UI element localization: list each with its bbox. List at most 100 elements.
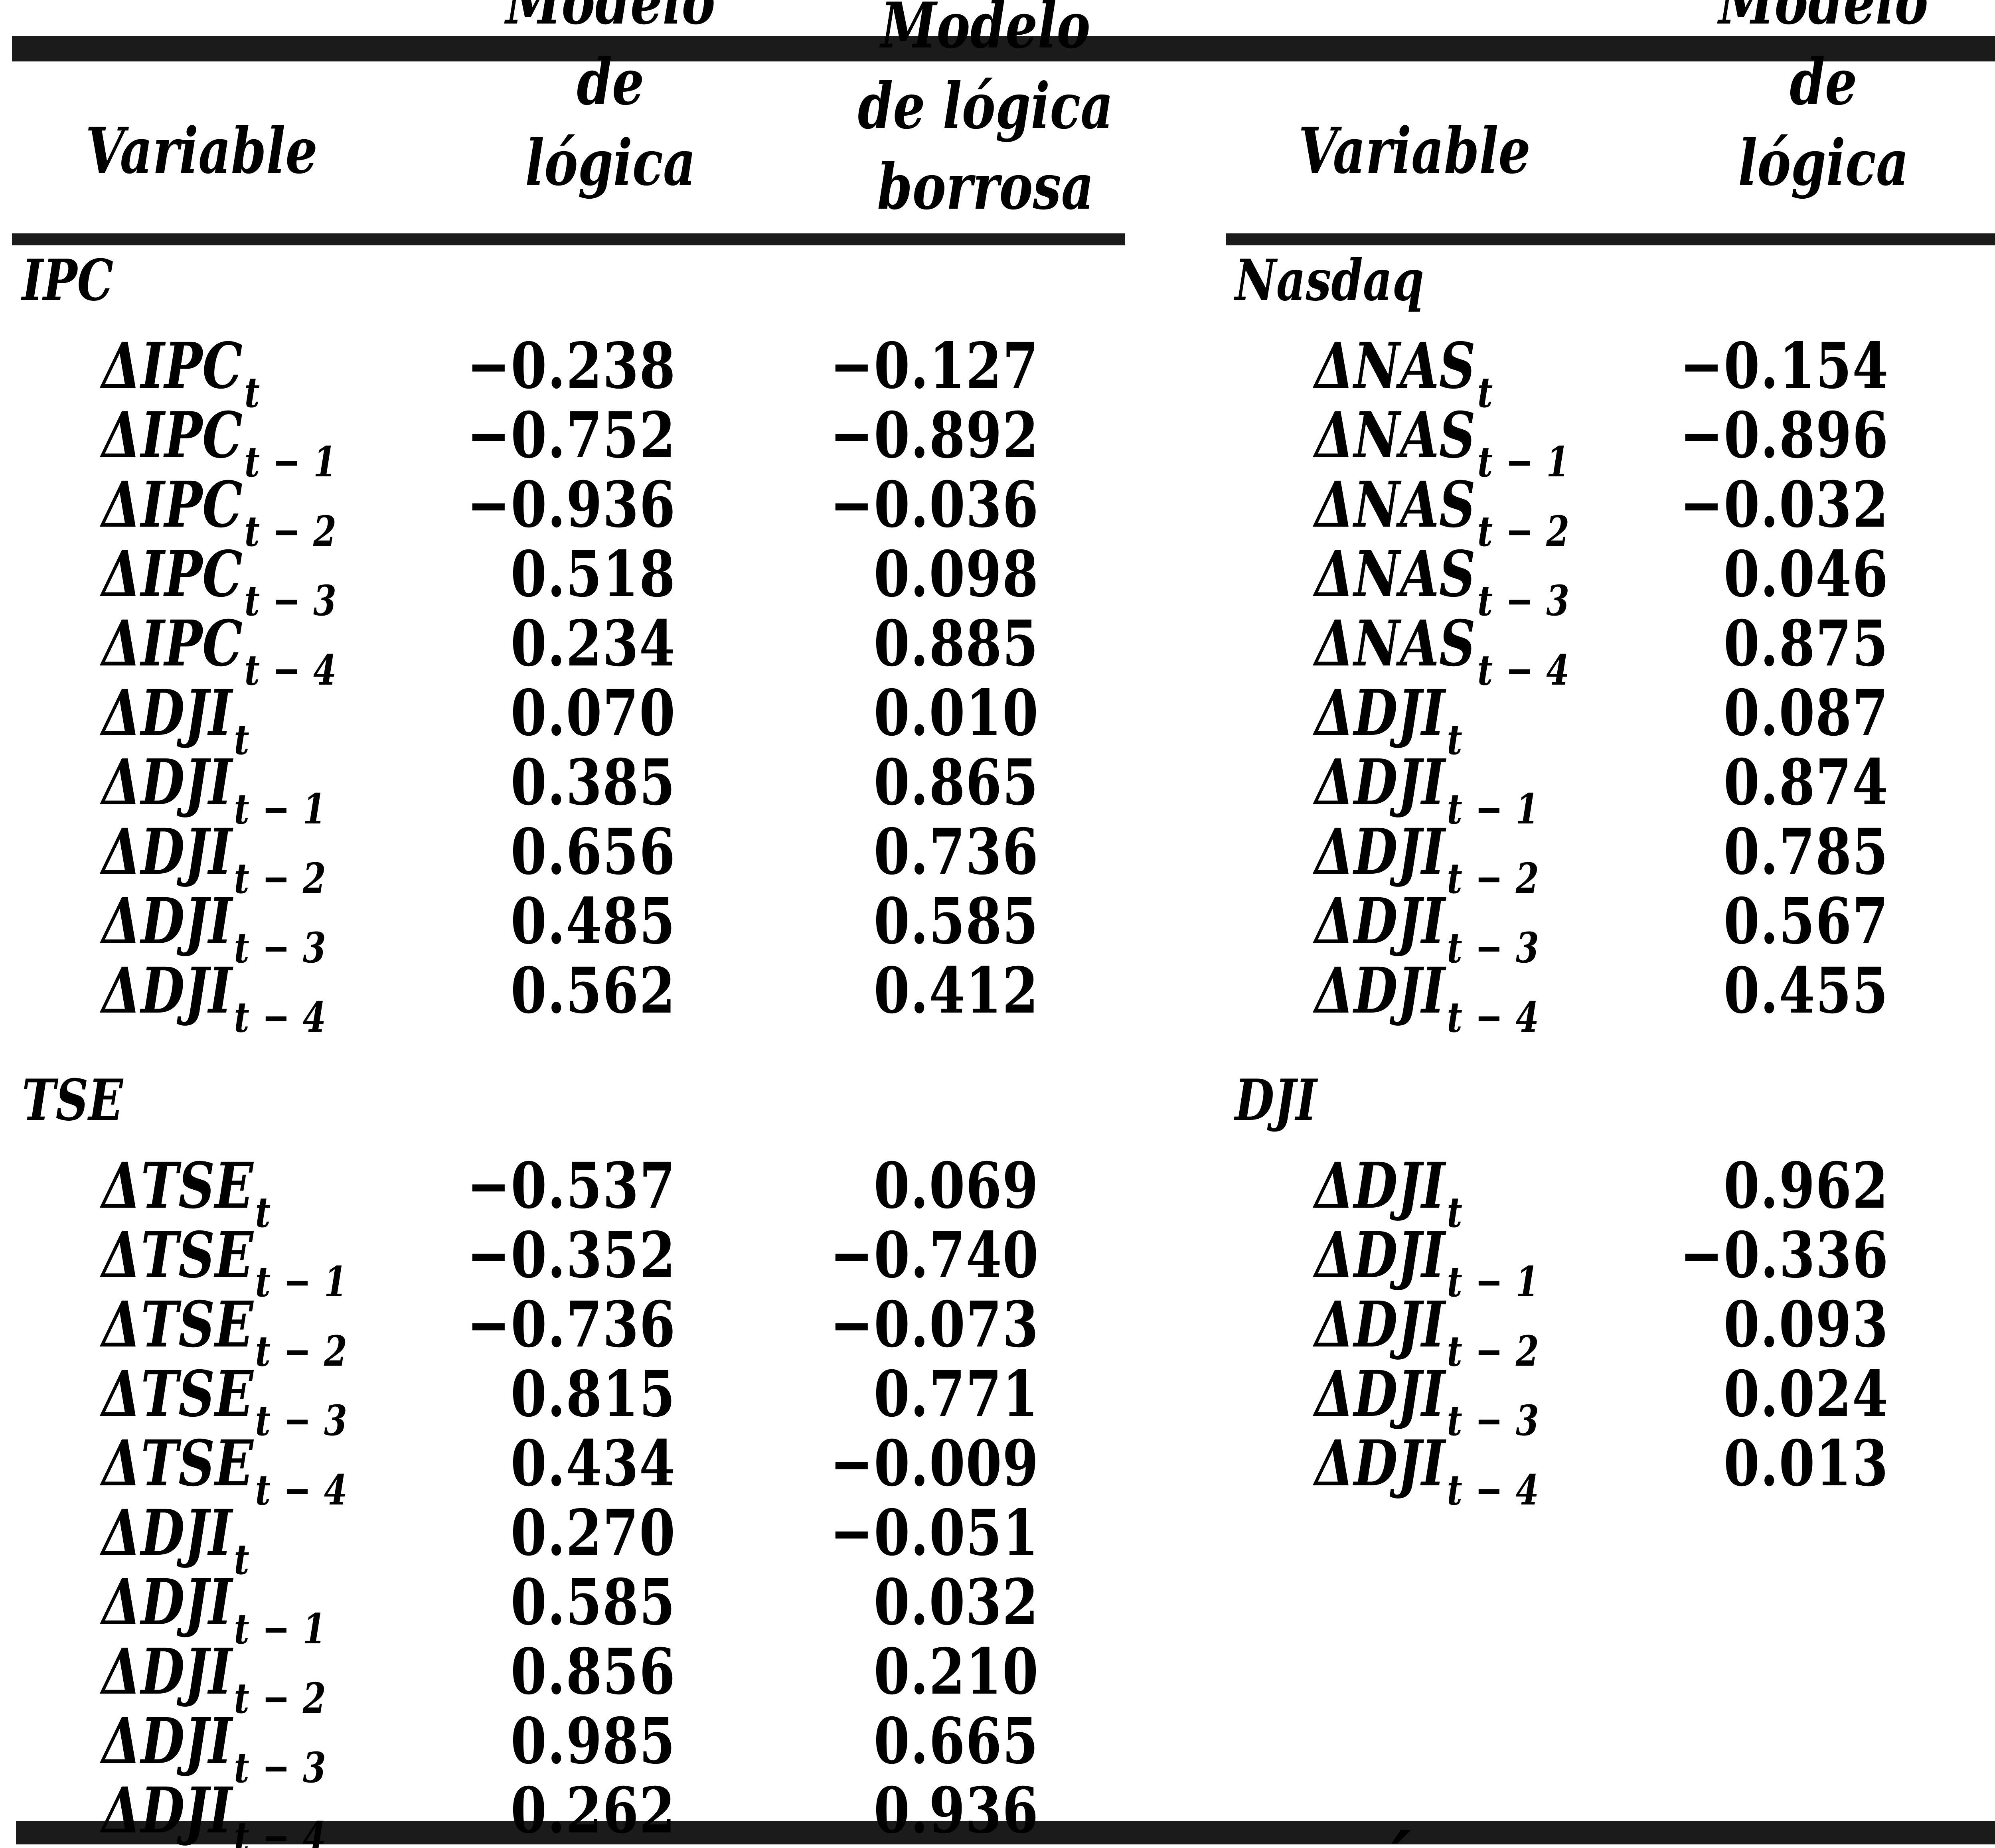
borrosa-cell: 0.498 [1903, 539, 1995, 609]
logica-cell: 0.485 [371, 885, 676, 958]
logica-cell: 0.875 [1584, 607, 1889, 681]
variable-subscript: t − 1 [234, 784, 327, 833]
variable-name: ΔTSEt − 1 [102, 1218, 348, 1306]
logica-cell: 0.785 [1584, 815, 1889, 889]
variable-cell: ΔIPCt − 3 [102, 537, 396, 625]
logica-cell: 0.815 [371, 1357, 676, 1431]
table-row: ΔDJIt − 2 0.093 0.736 [1225, 1288, 1995, 1376]
variable-cell: ΔDJIt − 4 [102, 1773, 383, 1848]
variable-base: ΔDJI [102, 1773, 232, 1848]
variable-subscript: t − 1 [1477, 437, 1570, 486]
variable-base: ΔDJI [1315, 745, 1445, 819]
variable-base: ΔDJI [102, 815, 232, 889]
section-label-text: Nasdaq [1235, 247, 1424, 314]
variable-base: ΔDJI [1315, 815, 1445, 889]
variable-subscript: t [1477, 367, 1493, 417]
variable-subscript: t − 3 [1447, 923, 1540, 972]
variable-base: ΔIPC [102, 537, 243, 611]
variable-base: ΔNAS [1315, 606, 1476, 681]
table-row: ΔDJIt − 1 0.874 0.666 [1225, 745, 1995, 833]
variable-base: ΔDJI [1315, 1426, 1445, 1501]
variable-name: ΔDJIt − 4 [1315, 1426, 1539, 1514]
variable-base: ΔNAS [1315, 468, 1476, 542]
logica-cell: 0.093 [1584, 1288, 1889, 1362]
cut-off-caption-fragment: ´ [1379, 1819, 1416, 1848]
variable-subscript: t − 1 [1447, 784, 1540, 833]
borrosa-cell: 0.585 [690, 885, 1039, 958]
logica-value: 0.856 [511, 1635, 676, 1709]
logica-value: 0.024 [1724, 1357, 1889, 1431]
variable-name: ΔIPCt [102, 329, 261, 417]
variable-base: ΔTSE [102, 1149, 253, 1223]
logica-cell: −0.537 [371, 1149, 676, 1223]
variable-subscript: t [1447, 715, 1463, 764]
variable-cell: ΔDJIt − 4 [1315, 1426, 1596, 1514]
logica-cell: −0.154 [1584, 329, 1889, 403]
section-rows: ΔIPCt −0.238 −0.127 ΔIPCt − 1 −0.752 −0.… [12, 329, 1125, 1042]
variable-subscript: t − 3 [1477, 576, 1570, 625]
table-row: ΔNASt −0.154 −0.327 [1225, 329, 1995, 417]
variable-name: ΔDJIt − 2 [102, 815, 326, 903]
variable-cell: ΔTSEt − 1 [102, 1218, 409, 1306]
logica-value: 0.567 [1724, 884, 1889, 958]
table-row: ΔDJIt − 4 0.013 −0.862 [1225, 1426, 1995, 1514]
logica-cell: −0.352 [371, 1218, 676, 1292]
borrosa-cell: 0.412 [690, 954, 1039, 1028]
logica-cell: 0.985 [371, 1704, 676, 1778]
logica-value: −0.032 [1679, 468, 1889, 542]
table-row: ΔDJIt 0.070 0.010 [12, 676, 1125, 764]
logica-value: −0.936 [466, 468, 676, 542]
variable-name: ΔDJIt − 2 [1315, 815, 1539, 903]
table-row: ΔNASt − 1 −0.896 −0.842 [1225, 399, 1995, 486]
logica-cell: 0.585 [371, 1566, 676, 1639]
section-label: IPC [12, 245, 1125, 315]
table-row: ΔIPCt − 4 0.234 0.885 [12, 607, 1125, 695]
variable-subscript: t [244, 367, 261, 417]
variable-subscript: t − 3 [234, 1743, 327, 1792]
variable-name: ΔDJIt − 1 [102, 1565, 326, 1653]
variable-name: ΔNASt − 2 [1315, 468, 1570, 556]
variable-name: ΔDJIt [102, 676, 250, 764]
table-left: Variable Modelo de lógica Modelo de lógi… [12, 0, 1125, 1848]
variable-name: ΔDJIt − 3 [102, 1704, 326, 1792]
table-row: ΔDJIt 0.087 0.211 [1225, 676, 1995, 764]
section-rows: ΔNASt −0.154 −0.327 ΔNASt − 1 −0.896 −0.… [1225, 329, 1995, 1042]
borrosa-cell: 0.865 [690, 746, 1039, 819]
table-row: ΔDJIt − 2 0.856 0.210 [12, 1635, 1125, 1723]
logica-value: −0.154 [1679, 329, 1889, 403]
borrosa-cell: 0.784 [1903, 609, 1995, 678]
variable-name: ΔIPCt − 3 [102, 537, 337, 625]
logica-cell: 0.562 [371, 954, 676, 1028]
variable-base: ΔDJI [102, 1565, 232, 1639]
logica-value: 0.656 [511, 815, 676, 889]
variable-cell: ΔDJIt − 3 [1315, 884, 1596, 972]
variable-name: ΔDJIt − 1 [1315, 745, 1539, 833]
variable-name: ΔTSEt [102, 1149, 271, 1237]
logica-cell: −0.238 [371, 329, 676, 403]
column-header-variable: Variable [1298, 114, 1531, 188]
logica-cell: 0.262 [371, 1774, 676, 1848]
variable-subscript: t − 4 [244, 645, 337, 695]
logica-cell: 0.518 [371, 537, 676, 611]
variable-subscript: t − 3 [244, 576, 337, 625]
variable-subscript: t − 4 [1447, 992, 1540, 1042]
variable-name: ΔIPCt − 2 [102, 468, 337, 556]
variable-subscript: t [234, 715, 250, 764]
variable-base: ΔDJI [1315, 884, 1445, 958]
variable-cell: ΔIPCt [102, 329, 300, 417]
logica-value: −0.537 [466, 1149, 676, 1223]
borrosa-cell: 0.665 [690, 1704, 1039, 1778]
variable-cell: ΔNASt [1315, 329, 1538, 417]
logica-cell: 0.656 [371, 815, 676, 889]
borrosa-cell: −0.740 [690, 1218, 1039, 1292]
logica-cell: −0.752 [371, 399, 676, 472]
header-separator-right [1226, 233, 1995, 245]
variable-name: ΔDJIt − 3 [1315, 1357, 1539, 1445]
variable-name: ΔNASt [1315, 329, 1493, 417]
table-right-header: Variable Modelo de lógica Modelo de lógi… [1225, 0, 1995, 245]
borrosa-cell: 0.736 [1903, 1290, 1995, 1359]
section-label-text: TSE [22, 1067, 123, 1133]
logica-value: 0.785 [1724, 815, 1889, 889]
logica-value: 0.985 [511, 1704, 676, 1778]
variable-base: ΔNAS [1315, 329, 1476, 403]
